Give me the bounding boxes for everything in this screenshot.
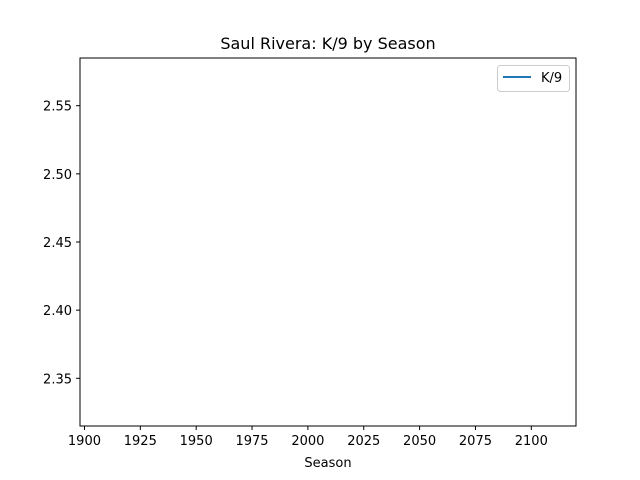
y-tick-label: 2.40 (43, 304, 72, 319)
plot-frame (79, 57, 577, 427)
chart-title: Saul Rivera: K/9 by Season (220, 34, 435, 53)
x-tick-label: 1900 (68, 434, 101, 449)
x-axis-ticks: 1900 1925 1950 1975 2000 2025 2050 2075 2100 (68, 426, 548, 449)
x-tick-label: 1925 (124, 434, 157, 449)
plot-area (80, 58, 576, 426)
legend-label: K/9 (541, 71, 562, 86)
y-tick-label: 2.45 (43, 236, 72, 251)
y-tick-label: 2.55 (43, 100, 72, 115)
legend: K/9 (497, 65, 570, 92)
y-tick-label: 2.35 (43, 372, 72, 387)
y-tick-label: 2.50 (43, 168, 72, 183)
x-axis-label: Season (304, 456, 351, 471)
y-axis-ticks: 2.35 2.40 2.45 2.50 2.55 (43, 100, 80, 387)
x-tick-label: 1950 (180, 434, 213, 449)
x-tick-label: 2000 (291, 434, 324, 449)
x-tick-label: 2025 (347, 434, 380, 449)
x-tick-label: 1975 (235, 434, 268, 449)
x-tick-label: 2075 (459, 434, 492, 449)
x-tick-label: 2100 (515, 434, 548, 449)
x-tick-label: 2050 (403, 434, 436, 449)
legend-box (497, 65, 570, 92)
